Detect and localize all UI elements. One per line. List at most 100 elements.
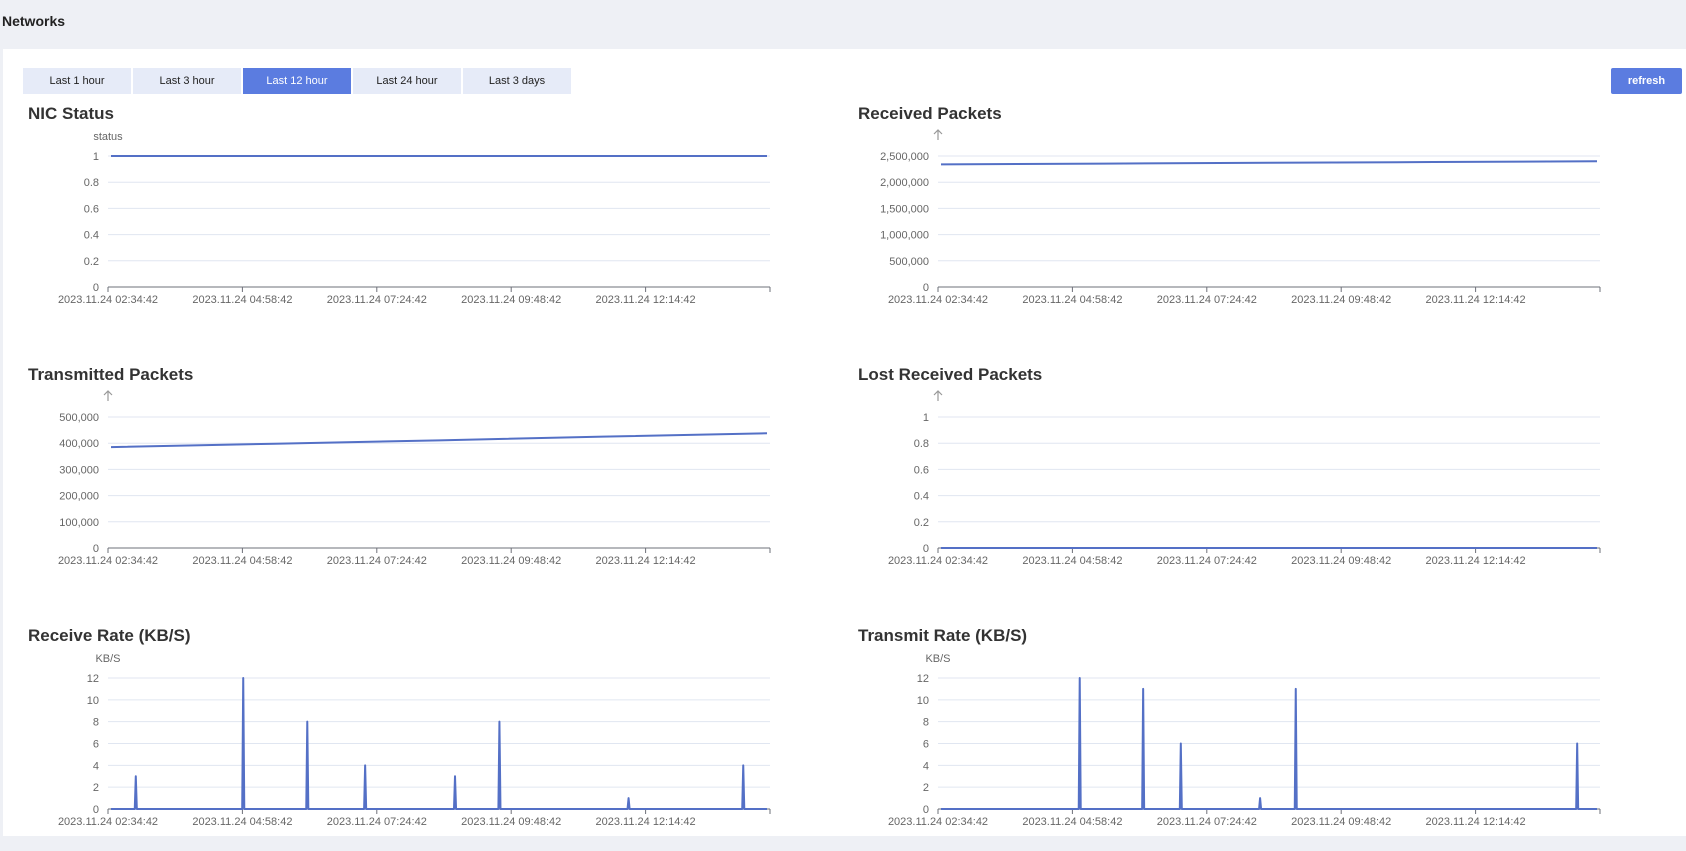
chart-svg: 0 2 4 6 8 10 12 2023.11.24 02:34:42 2023.11.24 0… [58, 653, 771, 828]
range-tab-last-3-days[interactable]: Last 3 days [463, 68, 571, 94]
x-tick-label: 2023.11.24 12:14:42 [596, 555, 696, 567]
x-tick-label: 2023.11.24 07:24:42 [327, 816, 427, 828]
chart-title: Transmitted Packets [28, 365, 194, 384]
x-tick-label: 2023.11.24 04:58:42 [192, 294, 292, 306]
y-axis-label: KB/S [95, 653, 120, 665]
chart-title: Lost Received Packets [858, 365, 1043, 384]
y-tick-label: 10 [917, 695, 929, 707]
y-tick-label: 0 [923, 282, 929, 294]
chart-title: Received Packets [858, 104, 1002, 123]
y-tick-label: 1,000,000 [880, 230, 929, 242]
chart-title: NIC Status [28, 104, 114, 123]
range-tab-last-1-hour[interactable]: Last 1 hour [23, 68, 131, 94]
x-tick-label: 2023.11.24 04:58:42 [1022, 555, 1122, 567]
y-tick-label: 500,000 [889, 256, 929, 268]
y-tick-label: 12 [917, 673, 929, 685]
x-tick-label: 2023.11.24 07:24:42 [327, 555, 427, 567]
arrow-up-icon [933, 129, 943, 140]
y-tick-label: 0.6 [84, 203, 99, 215]
x-tick-label: 2023.11.24 09:48:42 [461, 816, 561, 828]
y-tick-label: 0 [93, 804, 99, 816]
chart-svg: 0 0.2 0.4 0.6 0.8 1 2023.11.24 02:34:42 2023.11… [58, 131, 771, 306]
y-tick-label: 2,500,000 [880, 151, 929, 163]
chart-received-packets: Received Packets 0 500,000 1,000,000 1,500,… [858, 104, 1658, 329]
content-panel [3, 49, 1686, 836]
chart-svg: 0 500,000 1,000,000 1,500,000 2,000,000 2,500… [880, 129, 1601, 306]
x-tick-label: 2023.11.24 02:34:42 [888, 555, 988, 567]
x-tick-label: 2023.11.24 09:48:42 [1291, 294, 1391, 306]
x-tick-label: 2023.11.24 07:24:42 [1157, 294, 1257, 306]
x-tick-label: 2023.11.24 04:58:42 [1022, 816, 1122, 828]
x-tick-label: 2023.11.24 02:34:42 [58, 294, 158, 306]
range-tab-last-12-hour[interactable]: Last 12 hour [243, 68, 351, 94]
y-tick-label: 1,500,000 [880, 203, 929, 215]
y-tick-label: 6 [93, 739, 99, 751]
x-tick-label: 2023.11.24 09:48:42 [1291, 555, 1391, 567]
x-tick-label: 2023.11.24 12:14:42 [596, 816, 696, 828]
y-tick-label: 0.4 [84, 230, 99, 242]
page-header: Networks [0, 0, 1686, 49]
y-tick-label: 0 [93, 543, 99, 555]
y-tick-label: 200,000 [59, 491, 99, 503]
x-tick-label: 2023.11.24 12:14:42 [596, 294, 696, 306]
y-tick-label: 2,000,000 [880, 177, 929, 189]
chart-receive-rate: Receive Rate (KB/S) 0 2 4 6 8 10 12 2023.11.24 … [28, 626, 828, 851]
x-tick-label: 2023.11.24 04:58:42 [192, 555, 292, 567]
x-tick-label: 2023.11.24 04:58:42 [1022, 294, 1122, 306]
y-tick-label: 8 [923, 717, 929, 729]
y-tick-label: 2 [93, 782, 99, 794]
y-tick-label: 0 [93, 282, 99, 294]
y-tick-label: 2 [923, 782, 929, 794]
y-axis-label: KB/S [925, 653, 950, 665]
y-tick-label: 8 [93, 717, 99, 729]
series-line [110, 432, 768, 449]
chart-svg: 0 100,000 200,000 300,000 400,000 500,000 2023… [58, 390, 771, 567]
y-tick-label: 4 [923, 760, 929, 772]
y-tick-label: 500,000 [59, 412, 99, 424]
series-line [940, 160, 1598, 166]
x-tick-label: 2023.11.24 07:24:42 [1157, 816, 1257, 828]
chart-title: Transmit Rate (KB/S) [858, 626, 1028, 645]
y-tick-label: 4 [93, 760, 99, 772]
chart-svg: 0 2 4 6 8 10 12 2023.11.24 02:34:42 2023.11.24 0… [888, 653, 1601, 828]
x-tick-label: 2023.11.24 04:58:42 [192, 816, 292, 828]
page-title: Networks [2, 13, 66, 29]
y-tick-label: 0.6 [914, 464, 929, 476]
arrow-up-icon [103, 390, 113, 401]
x-tick-label: 2023.11.24 02:34:42 [58, 816, 158, 828]
x-tick-label: 2023.11.24 12:14:42 [1426, 555, 1526, 567]
x-tick-label: 2023.11.24 09:48:42 [461, 555, 561, 567]
refresh-button[interactable]: refresh [1611, 68, 1682, 94]
y-tick-label: 0.8 [84, 177, 99, 189]
y-axis-label: status [93, 131, 123, 143]
x-tick-label: 2023.11.24 02:34:42 [888, 294, 988, 306]
y-tick-label: 400,000 [59, 438, 99, 450]
x-tick-label: 2023.11.24 12:14:42 [1426, 294, 1526, 306]
y-tick-label: 12 [87, 673, 99, 685]
x-tick-label: 2023.11.24 02:34:42 [58, 555, 158, 567]
y-tick-label: 100,000 [59, 517, 99, 529]
x-tick-label: 2023.11.24 09:48:42 [1291, 816, 1391, 828]
x-tick-label: 2023.11.24 02:34:42 [888, 816, 988, 828]
y-tick-label: 6 [923, 739, 929, 751]
y-tick-label: 1 [923, 412, 929, 424]
chart-nic-status: NIC Status 0 0.2 0.4 0.6 0.8 1 2023.11.24 02:3… [28, 104, 828, 329]
y-tick-label: 1 [93, 151, 99, 163]
range-tab-last-24-hour[interactable]: Last 24 hour [353, 68, 461, 94]
chart-transmit-rate: Transmit Rate (KB/S) 0 2 4 6 8 10 12 2023.11.24… [858, 626, 1658, 851]
x-tick-label: 2023.11.24 07:24:42 [1157, 555, 1257, 567]
y-tick-label: 10 [87, 695, 99, 707]
y-tick-label: 0.4 [914, 491, 929, 503]
chart-svg: 0 0.2 0.4 0.6 0.8 1 2023.11.24 02:34:42 2023.11… [888, 390, 1601, 567]
series-line [940, 677, 1598, 810]
series-line [111, 677, 767, 810]
y-tick-label: 0 [923, 804, 929, 816]
y-tick-label: 0.8 [914, 438, 929, 450]
range-tab-last-3-hour[interactable]: Last 3 hour [133, 68, 241, 94]
x-tick-label: 2023.11.24 09:48:42 [461, 294, 561, 306]
x-tick-label: 2023.11.24 07:24:42 [327, 294, 427, 306]
x-tick-label: 2023.11.24 12:14:42 [1426, 816, 1526, 828]
y-tick-label: 0.2 [914, 517, 929, 529]
y-tick-label: 0 [923, 543, 929, 555]
arrow-up-icon [933, 390, 943, 401]
